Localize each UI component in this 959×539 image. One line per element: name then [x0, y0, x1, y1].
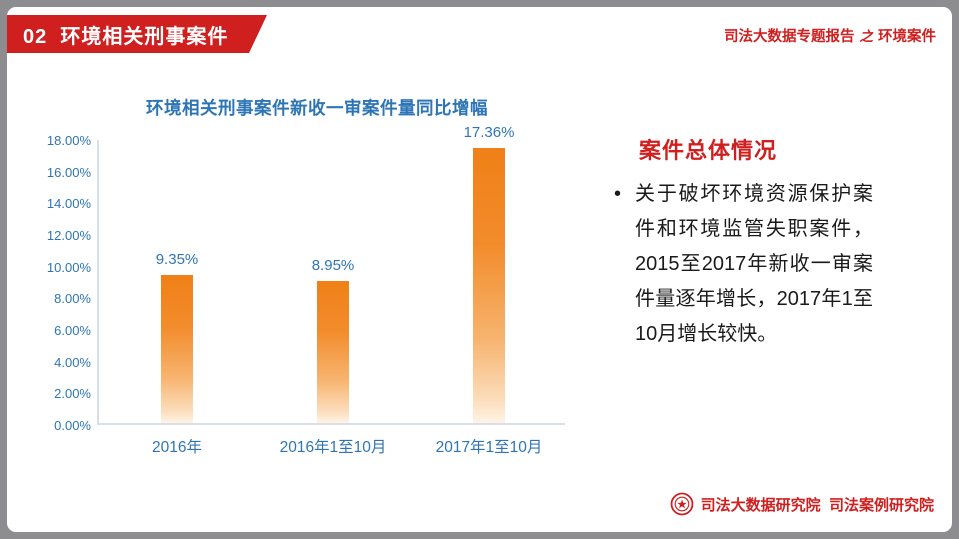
- summary-paragraph: 关于破坏环境资源保护案件和环境监管失职案件，2015至2017年新收一审案件量逐…: [635, 183, 874, 345]
- y-tick-label: 0.00%: [54, 418, 91, 433]
- report-series-prefix: 司法大数据专题报告: [724, 29, 855, 45]
- report-series-title: 司法大数据专题报告 之 环境案件: [724, 25, 936, 46]
- x-axis-label: 2017年1至10月: [435, 439, 543, 456]
- x-axis-label: 2016年: [152, 439, 202, 456]
- y-tick-label: 6.00%: [54, 323, 91, 338]
- bar-value-label: 8.95%: [311, 257, 355, 275]
- bar: [473, 148, 505, 423]
- y-tick-label: 8.00%: [54, 291, 91, 307]
- chart-title: 环境相关刑事案件新收一审案件量同比增幅: [146, 98, 488, 118]
- y-tick-label: 18.00%: [46, 133, 91, 148]
- x-axis-label: 2016年1至10月: [279, 439, 387, 456]
- y-tick-label: 14.00%: [46, 196, 91, 212]
- bar: [161, 274, 193, 423]
- y-tick-label: 12.00%: [46, 228, 91, 243]
- summary-bullet-item: • 关于破坏环境资源保护案件和环境监管失职案件，2015至2017年新收一审案件…: [614, 177, 924, 352]
- bullet-marker: •: [614, 183, 622, 205]
- footer: 司法大数据研究院 司法案例研究院: [670, 492, 934, 516]
- panel-heading: 案件总体情况: [639, 138, 778, 163]
- bar-value-label: 17.36%: [463, 124, 515, 142]
- report-series-connector: 之: [859, 29, 874, 44]
- y-tick-label: 10.00%: [46, 259, 91, 275]
- section-badge: 02 环境相关刑事案件: [7, 15, 267, 53]
- bar-column: 17.36% 2017年1至10月: [411, 124, 567, 456]
- y-tick-label: 16.00%: [46, 164, 91, 180]
- bar-chart: 18.00% 16.00% 14.00% 12.00% 10.00% 8.00% 6.00%…: [47, 124, 567, 456]
- y-tick-label: 4.00%: [54, 354, 91, 370]
- slide: 02 环境相关刑事案件 司法大数据专题报告 之 环境案件 环境相关刑事案件新收一…: [7, 7, 952, 532]
- footer-institutions: 司法大数据研究院 司法案例研究院: [700, 496, 934, 514]
- bar-column: 8.95% 2016年1至10月: [255, 140, 411, 456]
- court-emblem-icon: [670, 492, 694, 516]
- y-tick-label: 2.00%: [54, 386, 91, 402]
- bar-column: 9.35% 2016年: [99, 140, 255, 456]
- section-badge-label: 02 环境相关刑事案件: [23, 25, 229, 48]
- report-series-suffix: 环境案件: [878, 29, 936, 45]
- bar: [317, 281, 349, 423]
- bar-value-label: 9.35%: [155, 250, 199, 268]
